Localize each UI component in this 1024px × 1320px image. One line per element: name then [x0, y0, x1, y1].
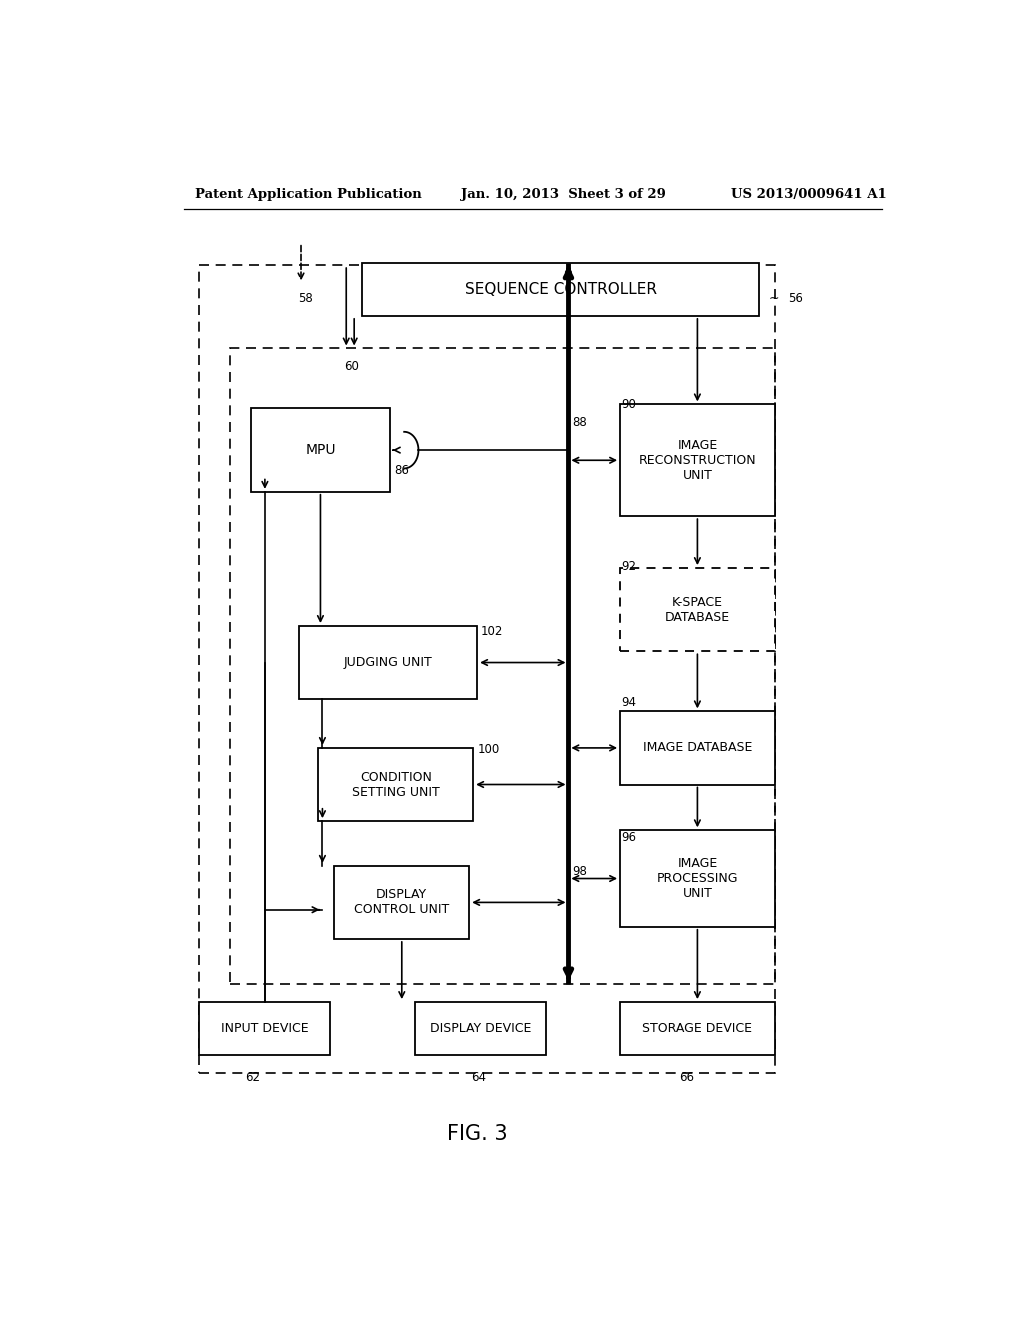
Text: 66: 66: [680, 1071, 694, 1084]
Text: K-SPACE
DATABASE: K-SPACE DATABASE: [665, 595, 730, 623]
Text: 102: 102: [481, 624, 504, 638]
FancyBboxPatch shape: [620, 1002, 775, 1055]
Text: JUDGING UNIT: JUDGING UNIT: [343, 656, 432, 669]
Text: 90: 90: [622, 397, 637, 411]
FancyBboxPatch shape: [299, 626, 477, 700]
Text: INPUT DEVICE: INPUT DEVICE: [221, 1022, 308, 1035]
Text: 60: 60: [344, 360, 358, 374]
Text: DISPLAY
CONTROL UNIT: DISPLAY CONTROL UNIT: [354, 888, 450, 916]
Text: IMAGE DATABASE: IMAGE DATABASE: [643, 742, 752, 755]
Text: CONDITION
SETTING UNIT: CONDITION SETTING UNIT: [352, 771, 439, 799]
Text: SEQUENCE CONTROLLER: SEQUENCE CONTROLLER: [465, 282, 656, 297]
Text: 58: 58: [299, 292, 313, 305]
Text: 100: 100: [477, 743, 500, 756]
Text: 94: 94: [622, 696, 637, 709]
FancyBboxPatch shape: [200, 1002, 331, 1055]
Text: 92: 92: [622, 561, 637, 573]
Text: 62: 62: [246, 1071, 260, 1084]
Text: Patent Application Publication: Patent Application Publication: [196, 189, 422, 202]
Text: FIG. 3: FIG. 3: [446, 1125, 508, 1144]
Text: 86: 86: [394, 463, 409, 477]
FancyBboxPatch shape: [334, 866, 469, 939]
Text: 64: 64: [471, 1071, 485, 1084]
Text: STORAGE DEVICE: STORAGE DEVICE: [642, 1022, 753, 1035]
FancyBboxPatch shape: [318, 748, 473, 821]
Text: 56: 56: [788, 292, 803, 305]
Text: DISPLAY DEVICE: DISPLAY DEVICE: [430, 1022, 531, 1035]
Text: US 2013/0009641 A1: US 2013/0009641 A1: [731, 189, 887, 202]
FancyBboxPatch shape: [251, 408, 390, 492]
Text: IMAGE
RECONSTRUCTION
UNIT: IMAGE RECONSTRUCTION UNIT: [639, 438, 756, 482]
Text: ∼: ∼: [768, 292, 778, 305]
FancyBboxPatch shape: [416, 1002, 546, 1055]
FancyBboxPatch shape: [362, 263, 759, 315]
FancyBboxPatch shape: [620, 404, 775, 516]
Text: 96: 96: [622, 830, 637, 843]
Text: 98: 98: [572, 866, 588, 878]
FancyBboxPatch shape: [620, 711, 775, 784]
Text: 88: 88: [572, 416, 587, 429]
FancyBboxPatch shape: [620, 830, 775, 927]
Text: Jan. 10, 2013  Sheet 3 of 29: Jan. 10, 2013 Sheet 3 of 29: [461, 189, 667, 202]
FancyBboxPatch shape: [620, 568, 775, 651]
Text: IMAGE
PROCESSING
UNIT: IMAGE PROCESSING UNIT: [656, 857, 738, 900]
Text: MPU: MPU: [305, 444, 336, 457]
